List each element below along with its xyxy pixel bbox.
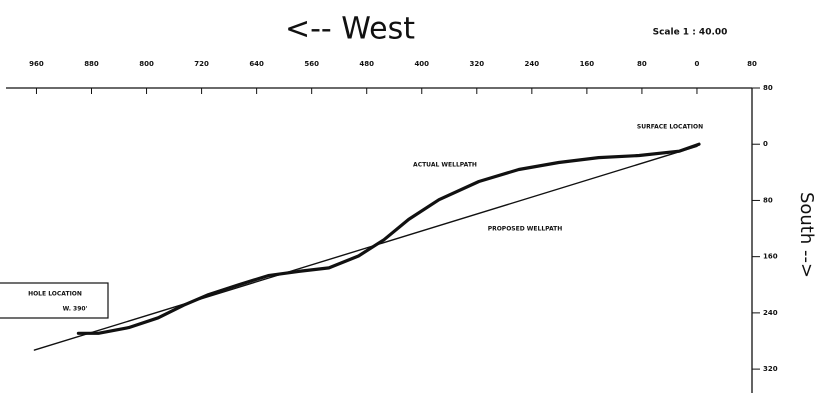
x-tick-label: 80 (637, 60, 647, 68)
y-tick-label: 320 (763, 365, 778, 373)
x-tick-label: 800 (139, 60, 154, 68)
x-tick-label: 80 (747, 60, 757, 68)
x-tick-label: 160 (580, 60, 595, 68)
y-tick-label: 80 (763, 84, 773, 92)
wellpath (33, 145, 698, 351)
annotation: HOLE LOCATION (28, 291, 82, 298)
x-tick-label: 480 (359, 60, 374, 68)
annotation: W. 390' (63, 306, 88, 313)
chart-subtitle: Scale 1 : 40.00 (653, 28, 728, 38)
annotation: ACTUAL WELLPATH (413, 162, 477, 169)
x-tick-label: 640 (249, 60, 264, 68)
annotation: PROPOSED WELLPATH (488, 226, 563, 233)
x-tick-label: 400 (414, 60, 429, 68)
x-tick-label: 960 (29, 60, 44, 68)
y-tick-label: 80 (763, 196, 773, 204)
x-tick-label: 0 (695, 60, 700, 68)
y-tick-label: 160 (763, 253, 778, 261)
wellpath (76, 142, 701, 335)
x-tick-label: 720 (194, 60, 209, 68)
chart-title: <-- West (285, 12, 415, 47)
annotation: SURFACE LOCATION (637, 124, 703, 131)
x-tick-label: 560 (304, 60, 319, 68)
x-tick-label: 880 (84, 60, 99, 68)
y-tick-label: 240 (763, 309, 778, 317)
x-tick-label: 320 (469, 60, 484, 68)
x-tick-label: 240 (525, 60, 540, 68)
hole-box (0, 282, 109, 319)
y-tick-label: 0 (763, 140, 768, 148)
y-axis-label: South --> (796, 192, 817, 278)
